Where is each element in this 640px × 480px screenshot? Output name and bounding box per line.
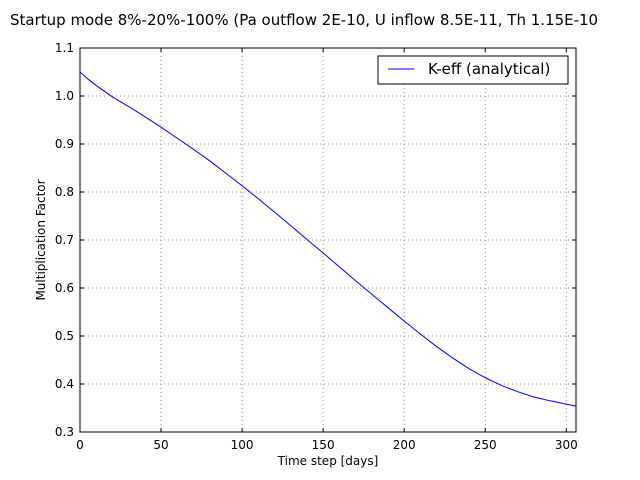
y-tick-label: 0.6 xyxy=(55,281,74,295)
plot-frame xyxy=(79,47,577,433)
axis-ticks: 0 50 100 150 200 250 300 0.3 0.4 0.5 0.6 0.7 0.8 0.9 1… xyxy=(55,41,578,452)
chart-title: Startup mode 8%-20%-100% (Pa outflow 2E-… xyxy=(10,11,598,29)
y-tick-label: 0.7 xyxy=(55,233,74,247)
x-tick-label: 0 xyxy=(76,438,84,452)
series-layer xyxy=(79,71,577,407)
x-tick-label: 50 xyxy=(153,438,168,452)
y-tick-label: 0.9 xyxy=(55,137,74,151)
y-tick-label: 0.5 xyxy=(55,329,74,343)
y-tick-label: 1.1 xyxy=(55,41,74,55)
x-tick-label: 300 xyxy=(555,438,578,452)
y-tick-label: 1.0 xyxy=(55,89,74,103)
y-tick-label: 0.3 xyxy=(55,425,74,439)
grid-lines xyxy=(80,48,576,432)
y-axis-label: Multiplication Factor xyxy=(34,179,48,300)
x-tick-label: 150 xyxy=(312,438,335,452)
legend-box xyxy=(377,55,569,85)
y-tick-label: 0.8 xyxy=(55,185,74,199)
x-tick-label: 200 xyxy=(393,438,416,452)
x-tick-label: 100 xyxy=(231,438,254,452)
legend-entry-label: K-eff (analytical) xyxy=(428,60,550,78)
x-axis-label: Time step [days] xyxy=(277,454,379,468)
x-tick-label: 250 xyxy=(474,438,497,452)
legend: K-eff (analytical) xyxy=(377,55,569,85)
y-tick-label: 0.4 xyxy=(55,377,74,391)
keff-series-line xyxy=(79,71,577,407)
